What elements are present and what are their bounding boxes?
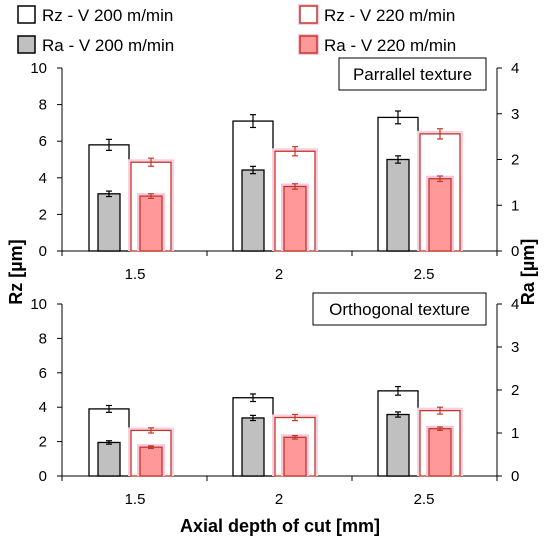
left-tick-label: 2 — [39, 434, 47, 451]
panel-title: Orthogonal texture — [329, 300, 470, 319]
legend-label-ra220: Ra - V 220 m/min — [324, 36, 456, 55]
legend-swatch-ra200 — [17, 35, 36, 54]
right-tick-label: 2 — [511, 382, 519, 399]
right-tick-label: 4 — [511, 60, 519, 77]
x-axis-title: Axial depth of cut [mm] — [180, 516, 380, 536]
x-tick-label: 1.5 — [125, 491, 146, 508]
bar-ra220 — [428, 178, 452, 252]
bar-ra200 — [97, 193, 121, 252]
legend-swatch-rz220 — [299, 5, 318, 24]
x-tick-label: 2 — [275, 266, 283, 283]
left-tick-label: 8 — [39, 97, 47, 114]
panel-title-box — [312, 292, 487, 326]
right-tick-label: 0 — [511, 243, 519, 260]
bar-ra200 — [241, 169, 265, 252]
legend-swatch-ra220 — [299, 35, 318, 54]
left-tick-label: 2 — [39, 206, 47, 223]
right-tick-label: 4 — [511, 296, 519, 313]
right-tick-label: 0 — [511, 468, 519, 485]
panel-title: Parrallel texture — [353, 65, 472, 84]
x-tick-label: 2.5 — [414, 266, 435, 283]
right-tick-label: 1 — [511, 425, 519, 442]
left-tick-label: 10 — [30, 296, 47, 313]
panel-title-box — [338, 57, 487, 91]
bar-ra200 — [386, 158, 410, 252]
left-tick-label: 0 — [39, 243, 47, 260]
x-tick-label: 2.5 — [414, 491, 435, 508]
left-tick-label: 6 — [39, 365, 47, 382]
bar-ra200 — [97, 441, 121, 477]
left-tick-label: 8 — [39, 330, 47, 347]
left-tick-label: 4 — [39, 170, 47, 187]
left-axis-title: Rz [µm] — [6, 239, 26, 304]
bar-ra220 — [283, 436, 307, 477]
legend-swatch-rz200 — [17, 5, 36, 24]
right-tick-label: 1 — [511, 197, 519, 214]
right-axis-title: Ra [µm] — [518, 239, 538, 305]
left-tick-label: 10 — [30, 60, 47, 77]
bar-ra220 — [139, 446, 163, 477]
bar-ra200 — [386, 413, 410, 477]
x-tick-label: 2 — [275, 491, 283, 508]
left-tick-label: 0 — [39, 468, 47, 485]
legend-label-rz200: Rz - V 200 m/min — [42, 6, 173, 25]
left-tick-label: 4 — [39, 399, 47, 416]
legend-label-ra200: Ra - V 200 m/min — [42, 36, 174, 55]
bar-ra220 — [428, 428, 452, 477]
bar-ra220 — [139, 195, 163, 252]
left-tick-label: 6 — [39, 133, 47, 150]
bar-ra200 — [241, 417, 265, 477]
right-tick-label: 2 — [511, 152, 519, 169]
x-tick-label: 1.5 — [125, 266, 146, 283]
legend-label-rz220: Rz - V 220 m/min — [324, 6, 455, 25]
bar-ra220 — [283, 185, 307, 252]
right-tick-label: 3 — [511, 339, 519, 356]
right-tick-label: 3 — [511, 106, 519, 123]
